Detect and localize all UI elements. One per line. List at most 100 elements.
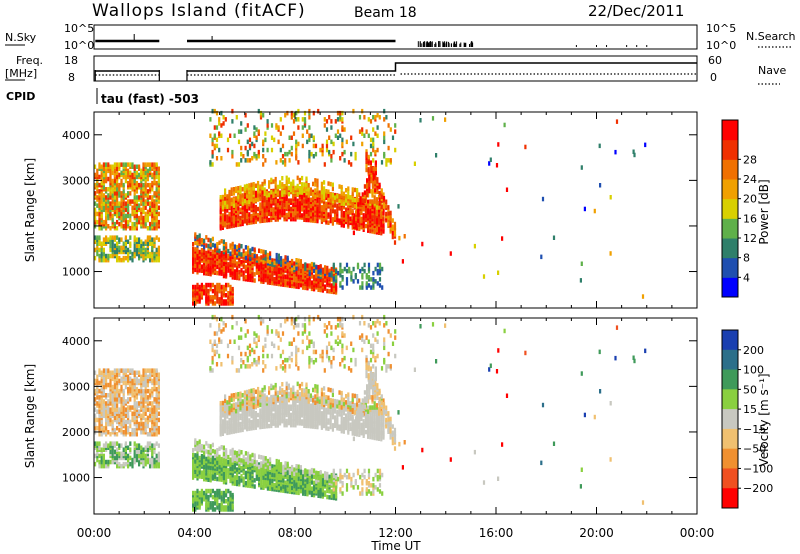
data-cell xyxy=(133,221,136,227)
data-cell xyxy=(277,253,280,258)
data-cell xyxy=(96,203,99,208)
data-cell xyxy=(157,205,160,210)
data-cell xyxy=(380,160,384,165)
data-cell xyxy=(107,176,110,182)
data-cell xyxy=(153,427,156,433)
data-cell xyxy=(248,202,251,207)
data-cell xyxy=(218,248,221,254)
data-cell xyxy=(214,249,217,255)
data-cell xyxy=(367,203,370,208)
data-cell xyxy=(231,119,234,124)
data-cell xyxy=(146,459,149,465)
data-cell xyxy=(120,427,123,433)
data-cell xyxy=(142,393,145,398)
data-cell xyxy=(352,266,355,272)
data-cell xyxy=(387,205,390,210)
data-cell xyxy=(331,196,334,202)
data-cell xyxy=(138,164,141,169)
data-cell xyxy=(351,197,354,202)
data-cell xyxy=(251,263,254,269)
data-cell xyxy=(151,378,154,384)
data-cell xyxy=(118,201,121,206)
data-cell xyxy=(290,135,293,140)
colorbar-tick-label: 24 xyxy=(743,173,757,186)
data-cell xyxy=(227,282,230,288)
data-cell xyxy=(96,241,99,246)
data-cell xyxy=(248,183,251,188)
data-cell xyxy=(325,193,328,198)
data-cell xyxy=(129,176,132,182)
data-cell xyxy=(140,243,143,249)
data-cell xyxy=(372,283,375,288)
data-cell xyxy=(378,262,382,268)
data-cell xyxy=(248,199,251,205)
data-cell xyxy=(279,158,282,163)
data-cell xyxy=(116,415,119,421)
data-cell xyxy=(268,211,271,217)
data-cell xyxy=(308,158,311,163)
data-cell xyxy=(286,262,289,267)
data-cell xyxy=(369,170,372,176)
data-cell xyxy=(347,192,350,198)
data-cell xyxy=(133,378,136,384)
data-cell xyxy=(260,273,263,278)
data-cell xyxy=(247,479,250,484)
data-cell xyxy=(329,181,332,187)
data-cell xyxy=(118,237,121,242)
data-cell xyxy=(133,185,136,190)
data-cell xyxy=(196,247,199,252)
data-cell xyxy=(146,241,149,246)
data-cell xyxy=(218,121,221,126)
data-cell xyxy=(270,177,273,183)
data-cell xyxy=(274,181,277,186)
data-cell xyxy=(218,475,221,480)
data-cell xyxy=(120,201,123,206)
data-cell xyxy=(211,288,214,294)
data-cell xyxy=(352,279,355,284)
data-cell xyxy=(302,491,305,496)
data-cell xyxy=(338,206,341,211)
data-cell xyxy=(218,131,221,136)
data-cell xyxy=(293,275,296,281)
data-cell xyxy=(214,301,217,306)
data-cell xyxy=(233,259,236,264)
data-cell xyxy=(272,213,275,218)
data-cell xyxy=(310,486,313,491)
data-cell xyxy=(133,415,136,421)
data-cell xyxy=(192,452,195,458)
data-cell xyxy=(100,226,103,231)
data-cell xyxy=(286,487,289,492)
data-cell xyxy=(378,226,381,231)
data-cell xyxy=(367,262,371,268)
data-cell xyxy=(131,211,134,217)
data-cell xyxy=(316,190,319,196)
data-cell xyxy=(203,470,206,476)
data-cell xyxy=(107,253,110,259)
data-cell xyxy=(376,268,379,274)
freq-unit-label: [MHz] xyxy=(5,67,37,80)
data-cell xyxy=(196,255,199,261)
data-cell xyxy=(122,245,125,251)
data-cell xyxy=(350,135,353,140)
data-cell xyxy=(264,137,267,143)
data-cell xyxy=(220,291,223,296)
data-cell xyxy=(113,249,116,255)
data-cell xyxy=(378,182,381,188)
data-cell xyxy=(326,486,329,492)
data-cell xyxy=(131,463,134,469)
data-cell xyxy=(599,183,602,188)
data-cell xyxy=(222,473,225,479)
data-cell xyxy=(116,162,119,167)
data-cell xyxy=(253,151,256,157)
data-cell xyxy=(305,217,308,223)
data-cell xyxy=(216,260,219,265)
data-cell xyxy=(372,127,375,132)
data-cell xyxy=(372,277,375,282)
data-cell xyxy=(308,276,311,281)
data-cell xyxy=(111,370,114,375)
data-cell xyxy=(264,131,267,136)
data-cell xyxy=(369,143,373,149)
data-cell xyxy=(100,382,103,388)
freq-panel: Freq. [MHz] 18 8 60 0 Nave xyxy=(5,54,786,85)
colorbar-swatch xyxy=(722,179,738,200)
